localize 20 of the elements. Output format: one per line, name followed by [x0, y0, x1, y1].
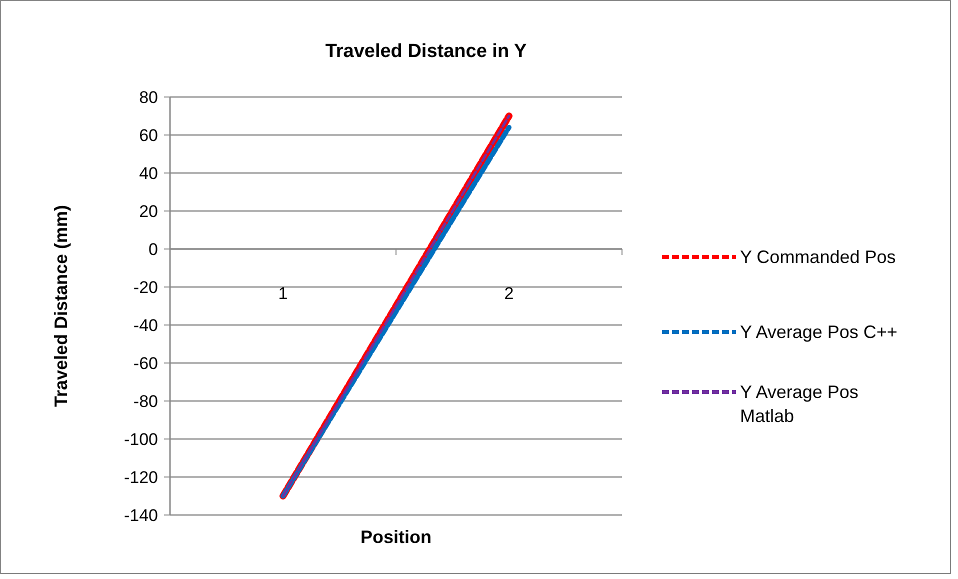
y-axis-title: Traveled Distance (mm) [51, 204, 71, 408]
y-tick-label: -60 [133, 354, 158, 373]
y-tick-label: -40 [133, 316, 158, 335]
legend-label: Y Average Pos C++ [740, 322, 898, 342]
y-tick-label: -100 [124, 430, 158, 449]
x-tick-label: 2 [504, 284, 514, 303]
y-tick-label: 60 [139, 126, 158, 145]
legend-label: Y Commanded Pos [740, 247, 896, 267]
y-tick-label: -80 [133, 392, 158, 411]
y-tick-label: 0 [148, 240, 158, 259]
y-tick-label: 20 [139, 202, 158, 221]
x-axis-title: Position [360, 527, 432, 547]
chart-title: Traveled Distance in Y [325, 41, 528, 62]
y-tick-label: -20 [133, 278, 158, 297]
legend-label: Y Average Pos Matlab [740, 382, 858, 426]
x-tick-label: 1 [278, 284, 288, 303]
y-tick-label: 80 [139, 88, 158, 107]
y-tick-label: -140 [124, 506, 158, 525]
y-tick-label: 40 [139, 164, 158, 183]
y-tick-label: -120 [124, 468, 158, 487]
